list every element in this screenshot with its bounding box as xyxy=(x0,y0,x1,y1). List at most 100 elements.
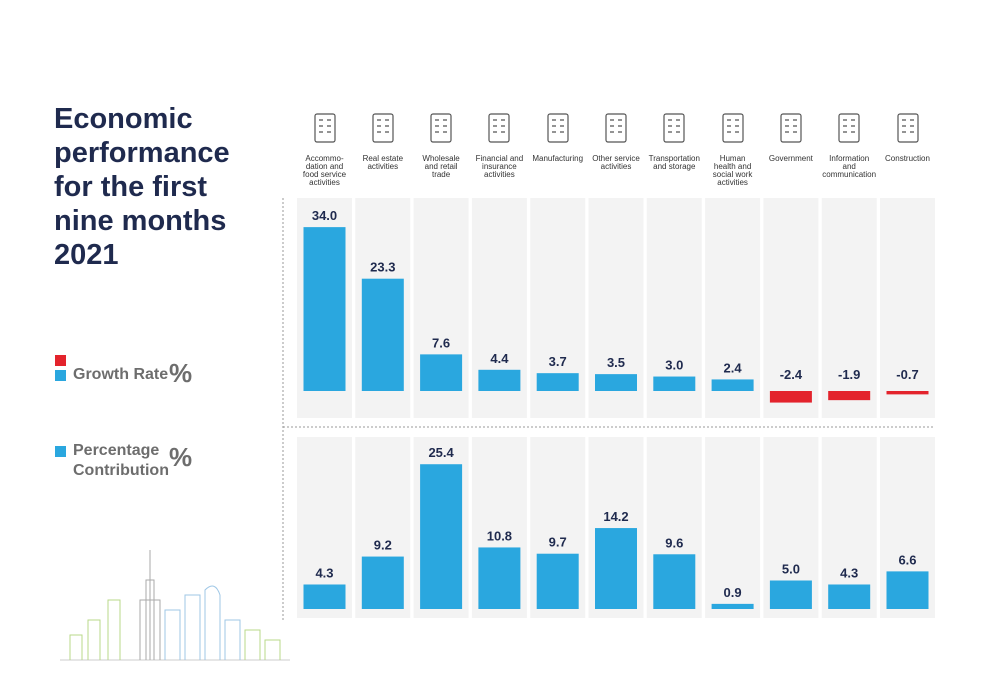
bar xyxy=(828,584,871,609)
crane-icon xyxy=(888,108,928,148)
column-panel xyxy=(880,198,935,418)
sector-label-line: Manufacturing xyxy=(532,154,584,163)
data-label: 2.4 xyxy=(724,360,743,375)
bar xyxy=(653,554,696,609)
sector-label: Other service activities xyxy=(585,155,647,171)
data-label: 3.0 xyxy=(665,358,683,373)
data-label: 0.9 xyxy=(724,585,742,600)
sector-label-line: Government xyxy=(768,154,813,163)
sector-label: Information and communication xyxy=(818,155,880,179)
sector-label: Financial and insurance activities xyxy=(468,155,530,179)
sector-label-line: Transportation xyxy=(648,154,700,163)
hotel-service-icon xyxy=(305,108,345,148)
sector-label-line: activities xyxy=(600,162,632,171)
legend-growth-percent: % xyxy=(169,358,193,388)
bar xyxy=(711,603,754,609)
sector-label: Human health and social work activities xyxy=(702,155,764,187)
sector-label-line: communication xyxy=(822,170,877,179)
sector-label: Government xyxy=(760,155,822,163)
bar xyxy=(886,391,929,395)
data-label: 23.3 xyxy=(370,260,395,275)
bar xyxy=(769,580,812,609)
sector-label: Accommo-dation and food service activities xyxy=(294,155,356,187)
column-panel xyxy=(763,198,819,418)
bar xyxy=(478,369,521,391)
bar xyxy=(769,391,812,403)
legend-contribution-swatch xyxy=(55,446,66,457)
bar xyxy=(536,373,579,391)
shopping-cart-icon xyxy=(421,108,461,148)
bar xyxy=(886,571,929,609)
data-label: 10.8 xyxy=(487,528,512,543)
data-label: 3.7 xyxy=(549,354,567,369)
data-label: 4.3 xyxy=(315,565,333,580)
data-label: 7.6 xyxy=(432,335,450,350)
robot-arm-icon xyxy=(538,108,578,148)
sector-label-line: Wholesale xyxy=(422,154,460,163)
column-panel xyxy=(705,437,761,618)
sector-label-line: activities xyxy=(484,170,515,179)
data-label: -0.7 xyxy=(896,367,918,382)
sector-label-line: trade xyxy=(431,170,451,179)
sector-label: Real estate activities xyxy=(352,155,414,171)
data-label: 3.5 xyxy=(607,355,625,370)
data-label: -2.4 xyxy=(780,367,803,382)
bar xyxy=(478,547,521,609)
sector-label: Manufacturing xyxy=(527,155,589,163)
coin-icon xyxy=(479,108,519,148)
page-title: Economic performance for the first nine … xyxy=(54,103,230,271)
sector-label-line: activities xyxy=(717,178,748,187)
plane-car-box-icon xyxy=(654,108,694,148)
bar xyxy=(595,528,637,609)
bar xyxy=(303,227,346,391)
sector-label-line: Financial and xyxy=(475,154,524,163)
bar xyxy=(303,584,346,609)
data-label: 6.6 xyxy=(898,552,916,567)
bar xyxy=(361,278,404,391)
skyline-illustration xyxy=(60,550,290,661)
sector-label-line: Information xyxy=(829,154,870,163)
sector-label: Construction xyxy=(877,155,939,163)
sector-label-line: Human xyxy=(719,154,746,163)
sector-label-line: and storage xyxy=(653,162,696,171)
sector-label-line: food service xyxy=(302,170,347,179)
sector-label: Wholesale and retail trade xyxy=(410,155,472,179)
bar xyxy=(361,556,404,609)
bar xyxy=(595,374,637,391)
column-panel xyxy=(821,198,877,418)
data-label: 4.3 xyxy=(840,565,858,580)
sector-label-line: Accommo- xyxy=(305,154,344,163)
data-label: 4.4 xyxy=(490,351,509,366)
data-label: 9.6 xyxy=(665,535,683,550)
data-label: 5.0 xyxy=(782,562,800,577)
bar xyxy=(420,464,463,609)
chat-bubbles-icon xyxy=(829,108,869,148)
sector-label-line: social work xyxy=(712,170,753,179)
sector-label-line: activities xyxy=(309,178,340,187)
sector-label-line: dation and xyxy=(305,162,344,171)
sector-label: Transportation and storage xyxy=(643,155,705,171)
building-icon xyxy=(363,108,403,148)
legend-contribution-label-1: Percentage xyxy=(73,442,160,459)
sector-label-line: Construction xyxy=(885,154,930,163)
bar xyxy=(420,354,463,391)
gear-icon xyxy=(596,108,636,148)
bar xyxy=(711,379,754,391)
bar xyxy=(536,553,579,609)
data-label: 14.2 xyxy=(603,509,628,524)
sector-label-line: activities xyxy=(367,162,399,171)
data-label: 9.2 xyxy=(374,538,392,553)
sector-label-line: and retail xyxy=(424,162,458,171)
health-hands-icon xyxy=(713,108,753,148)
legend-growth-label: Growth Rate xyxy=(73,366,169,383)
legend-positive-swatch xyxy=(55,370,66,381)
sector-label-line: and xyxy=(842,162,856,171)
data-label: -1.9 xyxy=(838,367,860,382)
legend-negative-swatch xyxy=(55,355,66,366)
data-label: 9.7 xyxy=(549,535,567,550)
government-building-icon xyxy=(771,108,811,148)
legend-contribution-label-2: Contribution xyxy=(73,462,169,479)
bar xyxy=(653,376,696,391)
